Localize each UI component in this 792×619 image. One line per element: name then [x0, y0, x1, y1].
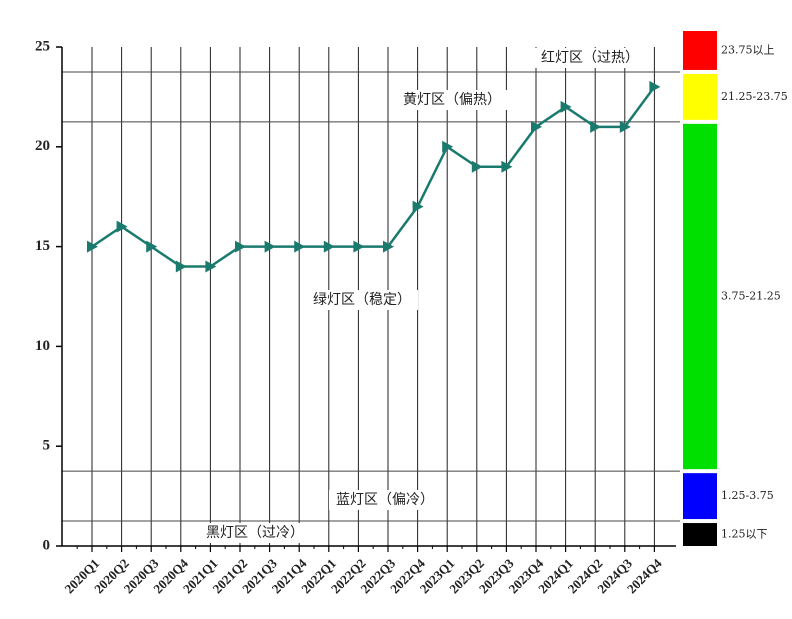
- zone-label-bg: [396, 90, 508, 110]
- y-tick-label: 10: [35, 338, 50, 354]
- zone-band: [683, 123, 717, 470]
- zone-band: [683, 523, 717, 546]
- data-marker: [383, 240, 394, 253]
- zone-label-bg: [534, 48, 646, 68]
- zone-label-bg: [306, 290, 418, 310]
- zone-label-bg: [329, 490, 441, 510]
- data-marker: [175, 260, 187, 273]
- zone-range-label: 21.25-23.75: [721, 90, 788, 103]
- data-line: [91, 86, 656, 268]
- data-marker: [87, 240, 98, 253]
- data-marker: [590, 120, 602, 133]
- y-tick-label: 5: [43, 438, 51, 454]
- zone-label: 绿灯区（稳定）: [313, 292, 411, 308]
- zone-band: [683, 31, 717, 70]
- data-marker: [619, 120, 631, 133]
- zone-range-label: 1.25以下: [721, 528, 768, 541]
- data-marker: [560, 100, 572, 113]
- y-tick-label: 20: [35, 138, 50, 154]
- data-marker: [235, 240, 246, 253]
- zone-band: [683, 473, 717, 520]
- zone-label: 黄灯区（偏热）: [403, 91, 501, 108]
- zone-range-label: 3.75-21.25: [721, 290, 781, 303]
- data-marker: [294, 240, 306, 253]
- zone-range-label: 1.25-3.75: [721, 489, 774, 502]
- y-tick-label: 15: [35, 238, 50, 254]
- data-marker: [264, 240, 276, 253]
- data-marker: [116, 220, 128, 233]
- zone-label: 黑灯区（过冷）: [206, 525, 304, 541]
- data-marker: [146, 240, 158, 253]
- data-marker: [323, 240, 335, 253]
- data-marker: [471, 160, 483, 173]
- zone-label: 红灯区（过热）: [541, 50, 639, 66]
- zone-label: 蓝灯区（偏冷）: [336, 492, 434, 508]
- data-marker: [205, 260, 217, 273]
- data-marker: [412, 200, 424, 213]
- data-marker: [531, 120, 542, 133]
- y-tick-label: 0: [43, 537, 51, 553]
- zone-range-label: 23.75以上: [721, 43, 775, 56]
- zone-label-bg: [199, 523, 311, 543]
- data-marker: [501, 160, 513, 173]
- data-marker: [442, 140, 454, 153]
- zone-band: [683, 73, 717, 120]
- data-marker: [649, 80, 661, 93]
- y-tick-label: 25: [35, 38, 50, 54]
- data-marker: [353, 240, 365, 253]
